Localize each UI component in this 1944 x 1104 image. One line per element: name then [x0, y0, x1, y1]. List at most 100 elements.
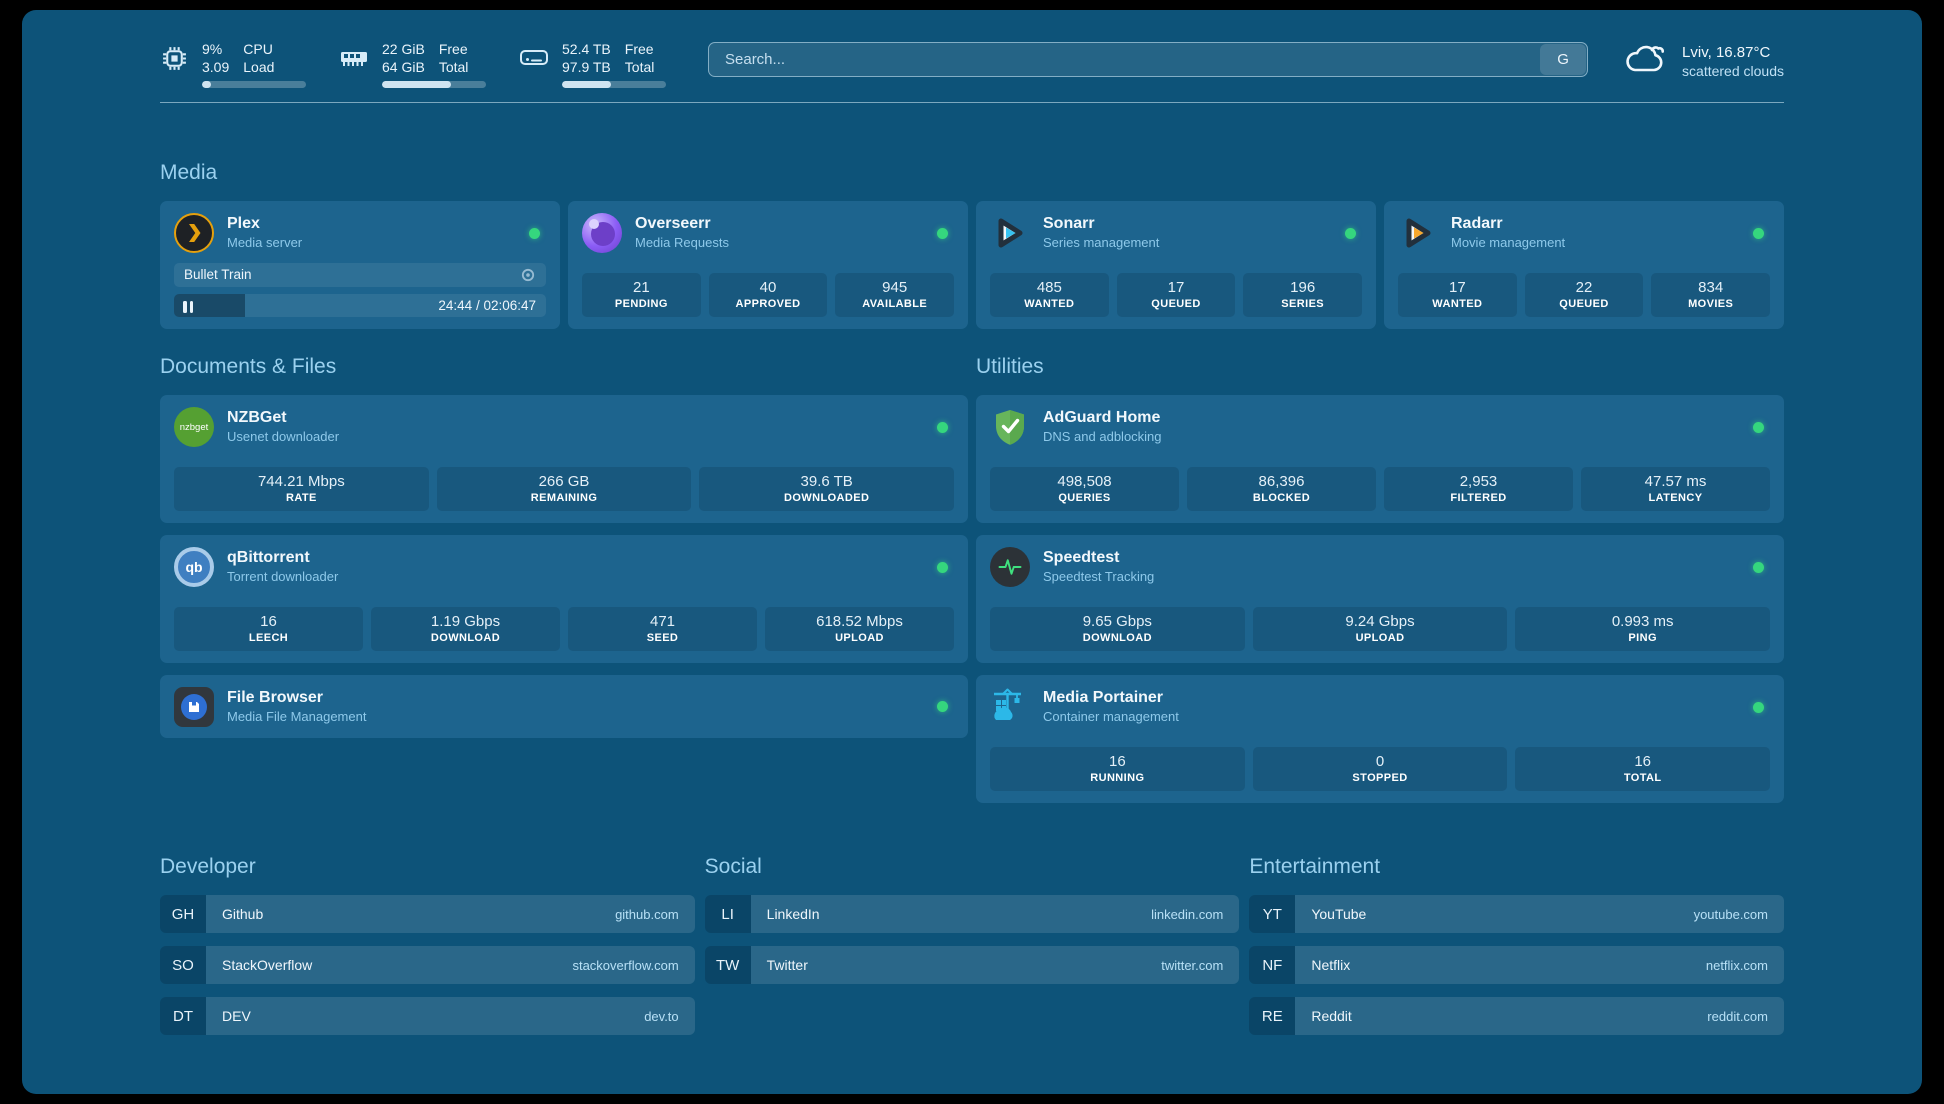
bookmark-abbr: NF: [1249, 946, 1296, 984]
app-name: Media Portainer: [1043, 689, 1164, 706]
stat-ping: 0.993 ms PING: [1515, 607, 1771, 651]
app-name: qBittorrent: [227, 549, 310, 566]
status-dot: [937, 561, 948, 573]
status-dot: [1753, 561, 1764, 573]
app-card-nzbget[interactable]: nzbget NZBGet Usenet downloader 744.21 M…: [160, 395, 968, 523]
app-card-overseerr[interactable]: Overseerr Media Requests 21 PENDING 40 APP…: [568, 201, 968, 329]
playback-progress-row: 24:44 / 02:06:47: [174, 293, 546, 317]
stat-approved: 40 APPROVED: [708, 273, 828, 317]
bookmark-netflix[interactable]: NF Netflix netflix.com: [1249, 946, 1784, 984]
documents-section: nzbget NZBGet Usenet downloader 744.21 M…: [160, 395, 968, 738]
app-description: Torrent downloader: [227, 569, 339, 584]
playback-time: 24:44 / 02:06:47: [438, 297, 536, 313]
nzbget-icon: nzbget: [174, 407, 214, 447]
app-card-qbittorrent[interactable]: qb qBittorrent Torrent downloader 16 LEEC…: [160, 535, 968, 663]
stat-download: 9.65 Gbps DOWNLOAD: [990, 607, 1245, 651]
bookmark-url: linkedin.com: [1151, 906, 1224, 922]
cpu-usage: 9%: [202, 41, 223, 57]
bookmark-youtube[interactable]: YT YouTube youtube.com: [1249, 895, 1784, 933]
app-name: NZBGet: [227, 409, 287, 426]
app-card-speedtest[interactable]: Speedtest Speedtest Tracking 9.65 Gbps DO…: [976, 535, 1784, 663]
bookmark-abbr: GH: [160, 895, 206, 933]
section-title-media: Media: [160, 161, 218, 184]
bookmark-url: reddit.com: [1707, 1008, 1768, 1024]
disk-label: Free: [624, 41, 654, 57]
app-card-filebrowser[interactable]: File Browser Media File Management: [160, 675, 968, 738]
memory-label-2: Total: [438, 59, 469, 75]
bookmark-name: Github: [222, 906, 264, 922]
header-divider: [160, 102, 1784, 103]
plex-icon: [174, 213, 214, 253]
bookmark-stackoverflow[interactable]: SO StackOverflow stackoverflow.com: [160, 946, 695, 984]
radarr-icon: [1398, 213, 1438, 253]
entertainment-section: Entertainment YT YouTube youtube.com NF N…: [1249, 803, 1784, 1048]
app-description: DNS and adblocking: [1043, 429, 1162, 444]
stat-movies: 834 MOVIES: [1651, 273, 1771, 317]
stat-series: 196 SERIES: [1243, 273, 1363, 317]
app-description: Media File Management: [227, 708, 367, 724]
app-stats: 485 WANTED 17 QUEUED 196 SERIES: [990, 273, 1363, 317]
bookmark-url: netflix.com: [1705, 957, 1768, 973]
app-description: Series management: [1043, 235, 1160, 250]
bookmark-abbr: LI: [704, 895, 751, 933]
stat-running: 16 RUNNING: [990, 747, 1245, 791]
app-name: File Browser: [227, 688, 324, 706]
app-stats: 498,508 QUERIES 86,396 BLOCKED 2,953 FILTER…: [990, 467, 1770, 511]
section-title-developer: Developer: [160, 855, 256, 878]
section-title-documents: Documents & Files: [160, 355, 337, 378]
app-name: Speedtest: [1043, 549, 1120, 566]
bookmark-dev[interactable]: DT DEV dev.to: [160, 997, 695, 1035]
stat-seed: 471 SEED: [568, 607, 757, 651]
stat-queries: 498,508 QUERIES: [990, 467, 1179, 511]
search-engine-button[interactable]: G: [1540, 44, 1587, 75]
app-card-radarr[interactable]: Radarr Movie management 17 WANTED 22 QUEUE…: [1384, 201, 1784, 329]
cpu-progress-fill: [202, 81, 212, 88]
cpu-icon: [160, 44, 188, 72]
bookmark-name: Netflix: [1311, 957, 1351, 973]
bookmark-github[interactable]: GH Github github.com: [160, 895, 695, 933]
bookmark-name: DEV: [222, 1008, 251, 1024]
status-dot: [529, 227, 540, 239]
app-stats: 16 LEECH 1.19 Gbps DOWNLOAD 471 SEED 618.52…: [174, 607, 954, 651]
bookmark-url: github.com: [615, 906, 679, 922]
section-title-utilities: Utilities: [976, 355, 1044, 378]
stat-total: 16 TOTAL: [1515, 747, 1771, 791]
app-card-sonarr[interactable]: Sonarr Series management 485 WANTED 17 QUE…: [976, 201, 1376, 329]
portainer-icon: [990, 687, 1030, 727]
overseerr-icon: [582, 213, 622, 253]
cloud-icon: [1622, 42, 1668, 81]
bookmark-twitter[interactable]: TW Twitter twitter.com: [704, 946, 1240, 984]
bookmark-abbr: YT: [1249, 895, 1296, 933]
cpu-label: CPU: [243, 41, 273, 57]
app-name: Plex: [227, 215, 260, 232]
cpu-load: 3.09: [202, 59, 230, 75]
stat-queued: 22 QUEUED: [1524, 273, 1644, 317]
search-bar: G: [708, 42, 1589, 77]
stat-blocked: 86,396 BLOCKED: [1187, 467, 1376, 511]
utilities-section: AdGuard Home DNS and adblocking 498,508 Q…: [976, 395, 1784, 803]
stat-available: 945 AVAILABLE: [835, 273, 955, 317]
app-description: Media server: [227, 235, 303, 250]
app-card-portainer[interactable]: Media Portainer Container management 16 R…: [976, 675, 1784, 803]
qbittorrent-icon: qb: [174, 547, 214, 587]
app-name: Sonarr: [1043, 215, 1095, 232]
search-input[interactable]: [708, 42, 1589, 77]
sonarr-icon: [990, 213, 1030, 253]
gear-icon[interactable]: [520, 267, 536, 283]
pause-button[interactable]: [183, 300, 193, 313]
ram-icon: [340, 44, 368, 72]
bookmark-linkedin[interactable]: LI LinkedIn linkedin.com: [704, 895, 1240, 933]
app-name: Overseerr: [635, 215, 711, 232]
disk-progress-track: [562, 81, 666, 88]
stat-filtered: 2,953 FILTERED: [1384, 467, 1573, 511]
app-card-adguard[interactable]: AdGuard Home DNS and adblocking 498,508 Q…: [976, 395, 1784, 523]
app-stats: 744.21 Mbps RATE 266 GB REMAINING 39.6 TB D…: [174, 467, 955, 511]
bookmark-url: dev.to: [644, 1008, 679, 1024]
app-card-plex[interactable]: Plex Media server Bullet Train 24:44 / 0…: [160, 201, 560, 329]
adguard-icon: [990, 407, 1030, 447]
cpu-progress-track: [202, 81, 306, 88]
bookmark-reddit[interactable]: RE Reddit reddit.com: [1249, 997, 1784, 1035]
cpu-stat: 9% 3.09 CPU Load: [160, 40, 306, 88]
bookmark-name: Twitter: [766, 957, 808, 973]
bookmark-abbr: SO: [160, 946, 206, 984]
